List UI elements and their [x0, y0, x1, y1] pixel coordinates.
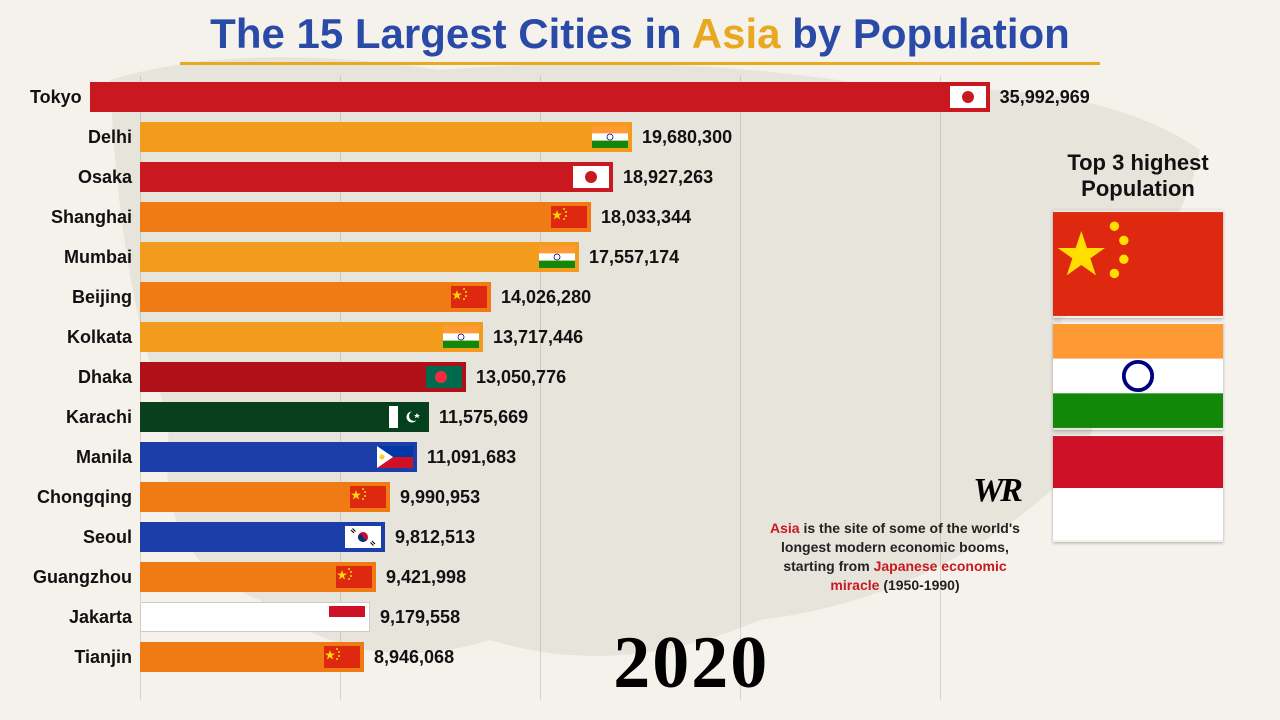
- top3-flag-1: [1053, 210, 1223, 318]
- value-label: 17,557,174: [579, 247, 679, 268]
- top3-title: Top 3 highest Population: [1028, 150, 1248, 202]
- value-label: 13,050,776: [466, 367, 566, 388]
- indonesia-flag-icon: [325, 603, 369, 631]
- value-label: 13,717,446: [483, 327, 583, 348]
- top3-flag-2: [1053, 322, 1223, 430]
- bar-row: Mumbai 17,557,174: [30, 238, 1050, 276]
- city-label: Seoul: [30, 527, 140, 548]
- city-label: Guangzhou: [30, 567, 140, 588]
- value-label: 9,179,558: [370, 607, 460, 628]
- bar-row: Beijing 14,026,280: [30, 278, 1050, 316]
- china-flag-icon: [320, 642, 364, 672]
- value-label: 14,026,280: [491, 287, 591, 308]
- year-label: 2020: [613, 621, 769, 706]
- value-label: 18,927,263: [613, 167, 713, 188]
- bar: [140, 482, 390, 512]
- bar-row: Delhi 19,680,300: [30, 118, 1050, 156]
- india-flag-icon: [439, 322, 483, 352]
- city-label: Mumbai: [30, 247, 140, 268]
- blurb-text: Asia is the site of some of the world's …: [770, 519, 1020, 595]
- value-label: 11,575,669: [429, 407, 528, 428]
- bar: [140, 122, 632, 152]
- value-label: 11,091,683: [417, 447, 516, 468]
- china-flag-icon: [346, 482, 390, 512]
- bar: [140, 602, 370, 632]
- city-label: Chongqing: [30, 487, 140, 508]
- top3-panel: Top 3 highest Population: [1028, 150, 1248, 546]
- bar-row: Jakarta 9,179,558: [30, 598, 1050, 636]
- city-label: Manila: [30, 447, 140, 468]
- city-label: Jakarta: [30, 607, 140, 628]
- city-label: Dhaka: [30, 367, 140, 388]
- bar-row: Tokyo35,992,969: [30, 78, 1050, 116]
- bar-row: Kolkata 13,717,446: [30, 318, 1050, 356]
- wr-logo: WR: [973, 472, 1020, 510]
- city-label: Beijing: [30, 287, 140, 308]
- bar: [140, 162, 613, 192]
- city-label: Delhi: [30, 127, 140, 148]
- city-label: Kolkata: [30, 327, 140, 348]
- city-label: Shanghai: [30, 207, 140, 228]
- city-label: Osaka: [30, 167, 140, 188]
- pakistan-flag-icon: [385, 402, 429, 432]
- bar: [140, 402, 429, 432]
- bar-row: Manila 11,091,683: [30, 438, 1050, 476]
- city-label: Tokyo: [30, 87, 90, 108]
- bar: [140, 362, 466, 392]
- india-flag-icon: [588, 122, 632, 152]
- value-label: 9,421,998: [376, 567, 466, 588]
- india-flag-icon: [535, 242, 579, 272]
- bar: [140, 522, 385, 552]
- japan-flag-icon: [946, 82, 990, 112]
- bar: [140, 442, 417, 472]
- bar-row: Karachi 11,575,669: [30, 398, 1050, 436]
- city-label: Tianjin: [30, 647, 140, 668]
- philippines-flag-icon: [373, 442, 417, 472]
- china-flag-icon: [332, 562, 376, 592]
- bar: [140, 282, 491, 312]
- korea-flag-icon: [341, 522, 385, 552]
- value-label: 9,990,953: [390, 487, 480, 508]
- value-label: 35,992,969: [990, 87, 1090, 108]
- bar-row: Dhaka 13,050,776: [30, 358, 1050, 396]
- chart-title: The 15 Largest Cities in Asia by Populat…: [0, 10, 1280, 58]
- bar: [90, 82, 990, 112]
- bar-row: Chongqing 9,990,953: [30, 478, 1050, 516]
- china-flag-icon: [547, 202, 591, 232]
- bar-row: Tianjin 8,946,068: [30, 638, 1050, 676]
- bar: [140, 642, 364, 672]
- value-label: 9,812,513: [385, 527, 475, 548]
- city-label: Karachi: [30, 407, 140, 428]
- value-label: 8,946,068: [364, 647, 454, 668]
- value-label: 18,033,344: [591, 207, 691, 228]
- bar-row: Shanghai 18,033,344: [30, 198, 1050, 236]
- bar: [140, 202, 591, 232]
- value-label: 19,680,300: [632, 127, 732, 148]
- bar: [140, 242, 579, 272]
- japan-flag-icon: [569, 162, 613, 192]
- china-flag-icon: [447, 282, 491, 312]
- bar: [140, 562, 376, 592]
- top3-flag-3: [1053, 434, 1223, 542]
- bangladesh-flag-icon: [422, 362, 466, 392]
- title-underline: [180, 62, 1100, 65]
- bar-row: Osaka 18,927,263: [30, 158, 1050, 196]
- bar: [140, 322, 483, 352]
